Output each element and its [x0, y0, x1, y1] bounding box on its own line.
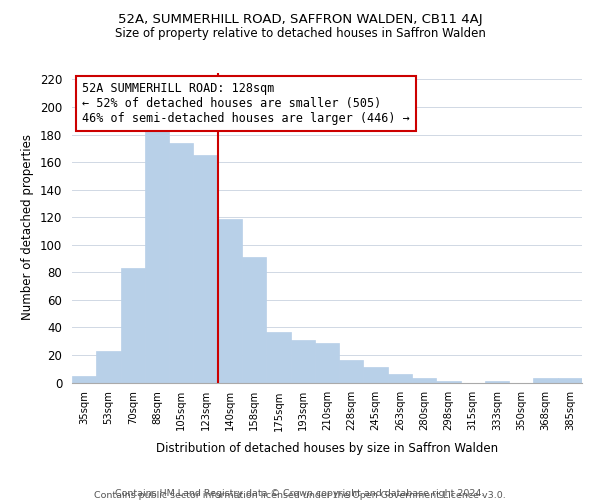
- Bar: [72, 376, 96, 382]
- Bar: [485, 381, 509, 382]
- Bar: [169, 143, 193, 382]
- Bar: [388, 374, 412, 382]
- Text: Size of property relative to detached houses in Saffron Walden: Size of property relative to detached ho…: [115, 28, 485, 40]
- Bar: [412, 378, 436, 382]
- Bar: [558, 378, 582, 382]
- Y-axis label: Number of detached properties: Number of detached properties: [22, 134, 34, 320]
- Bar: [364, 368, 388, 382]
- X-axis label: Distribution of detached houses by size in Saffron Walden: Distribution of detached houses by size …: [156, 442, 498, 454]
- Bar: [339, 360, 364, 382]
- Bar: [315, 342, 339, 382]
- Bar: [290, 340, 315, 382]
- Bar: [218, 218, 242, 382]
- Bar: [121, 268, 145, 382]
- Bar: [266, 332, 290, 382]
- Bar: [193, 155, 218, 382]
- Text: 52A SUMMERHILL ROAD: 128sqm
← 52% of detached houses are smaller (505)
46% of se: 52A SUMMERHILL ROAD: 128sqm ← 52% of det…: [82, 82, 410, 125]
- Bar: [533, 378, 558, 382]
- Text: 52A, SUMMERHILL ROAD, SAFFRON WALDEN, CB11 4AJ: 52A, SUMMERHILL ROAD, SAFFRON WALDEN, CB…: [118, 12, 482, 26]
- Bar: [242, 257, 266, 382]
- Text: Contains HM Land Registry data © Crown copyright and database right 2024.: Contains HM Land Registry data © Crown c…: [115, 488, 485, 498]
- Bar: [96, 351, 121, 382]
- Bar: [145, 130, 169, 382]
- Text: Contains public sector information licensed under the Open Government Licence v3: Contains public sector information licen…: [94, 491, 506, 500]
- Bar: [436, 381, 461, 382]
